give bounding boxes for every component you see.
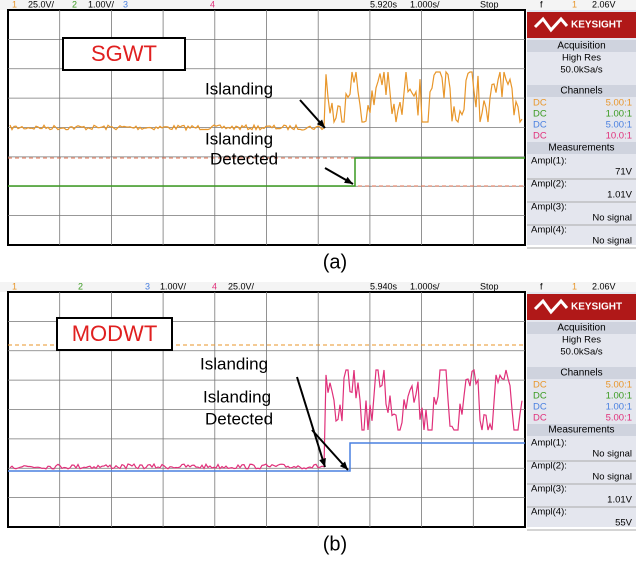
status-text: 5.920s — [370, 0, 398, 9]
status-text: 5.940s — [370, 281, 398, 291]
brand: KEYSIGHT — [571, 302, 622, 313]
status-text: 1.00V/ — [88, 0, 115, 9]
status-text: 1.00V/ — [160, 281, 187, 291]
measurement-value: No signal — [592, 472, 632, 483]
status-text: Stop — [480, 0, 499, 9]
annotation: Islanding — [205, 129, 273, 148]
channel-ratio: 1.00:1 — [606, 391, 632, 402]
measurement-value: No signal — [592, 449, 632, 460]
status-text: 25.0V/ — [228, 281, 255, 291]
method-label: SGWT — [91, 41, 157, 66]
measurement-name: Ampl(3): — [531, 202, 567, 213]
annotation: Detected — [210, 149, 278, 168]
figure: 125.0V/21.00V/345.920s1.000s/Stopf12.06V… — [0, 0, 636, 568]
measurement-value: No signal — [592, 213, 632, 224]
channel-coupling: DC — [533, 120, 547, 131]
acq-mode: High Res — [562, 335, 601, 346]
annotation: Detected — [205, 409, 273, 428]
status-text: 1 — [572, 281, 577, 291]
status-text: 4 — [210, 0, 215, 9]
measurement-value: 1.01V — [607, 190, 632, 201]
status-text: 1 — [12, 281, 17, 291]
status-text: Stop — [480, 281, 499, 291]
status-text: 3 — [123, 0, 128, 9]
channel-ratio: 1.00:1 — [606, 402, 632, 413]
section-title: Acquisition — [557, 323, 605, 334]
annotation: Islanding — [205, 79, 273, 98]
status-text: 2.06V — [592, 281, 616, 291]
measurement-name: Ampl(4): — [531, 507, 567, 518]
section-title: Measurements — [548, 143, 614, 154]
channel-coupling: DC — [533, 131, 547, 142]
channel-ratio: 5.00:1 — [606, 98, 632, 109]
channel-coupling: DC — [533, 380, 547, 391]
channel-coupling: DC — [533, 391, 547, 402]
status-text: 25.0V/ — [28, 0, 55, 9]
measurement-value: No signal — [592, 236, 632, 247]
acq-rate: 50.0kSa/s — [560, 65, 602, 76]
status-text: 1.000s/ — [410, 0, 440, 9]
channel-ratio: 5.00:1 — [606, 380, 632, 391]
status-text: 1 — [572, 0, 577, 9]
status-text: 1 — [12, 0, 17, 9]
channel-ratio: 1.00:1 — [606, 109, 632, 120]
status-text: 2.06V — [592, 0, 616, 9]
measurement-name: Ampl(3): — [531, 484, 567, 495]
section-title: Acquisition — [557, 41, 605, 52]
channel-coupling: DC — [533, 109, 547, 120]
channel-ratio: 5.00:1 — [606, 120, 632, 131]
channel-coupling: DC — [533, 402, 547, 413]
channel-coupling: DC — [533, 98, 547, 109]
annotation: Islanding — [200, 354, 268, 373]
measurement-name: Ampl(1): — [531, 156, 567, 167]
channel-ratio: 5.00:1 — [606, 413, 632, 424]
caption: (b) — [323, 533, 347, 555]
status-text: 2 — [72, 0, 77, 9]
measurement-value: 71V — [615, 167, 633, 178]
status-text: 2 — [78, 281, 83, 291]
status-text: 3 — [145, 281, 150, 291]
channel-coupling: DC — [533, 413, 547, 424]
acq-rate: 50.0kSa/s — [560, 347, 602, 358]
measurement-value: 55V — [615, 518, 633, 529]
measurement-name: Ampl(2): — [531, 461, 567, 472]
section-title: Channels — [560, 86, 602, 97]
caption: (a) — [323, 251, 347, 273]
method-label: MODWT — [72, 321, 158, 346]
section-title: Channels — [560, 368, 602, 379]
measurement-name: Ampl(4): — [531, 225, 567, 236]
annotation: Islanding — [203, 387, 271, 406]
brand: KEYSIGHT — [571, 20, 622, 31]
status-text: 1.000s/ — [410, 281, 440, 291]
measurement-name: Ampl(2): — [531, 179, 567, 190]
channel-ratio: 10.0:1 — [606, 131, 632, 142]
measurement-name: Ampl(1): — [531, 438, 567, 449]
measurement-value: 1.01V — [607, 495, 632, 506]
acq-mode: High Res — [562, 53, 601, 64]
section-title: Measurements — [548, 425, 614, 436]
status-text: 4 — [212, 281, 217, 291]
